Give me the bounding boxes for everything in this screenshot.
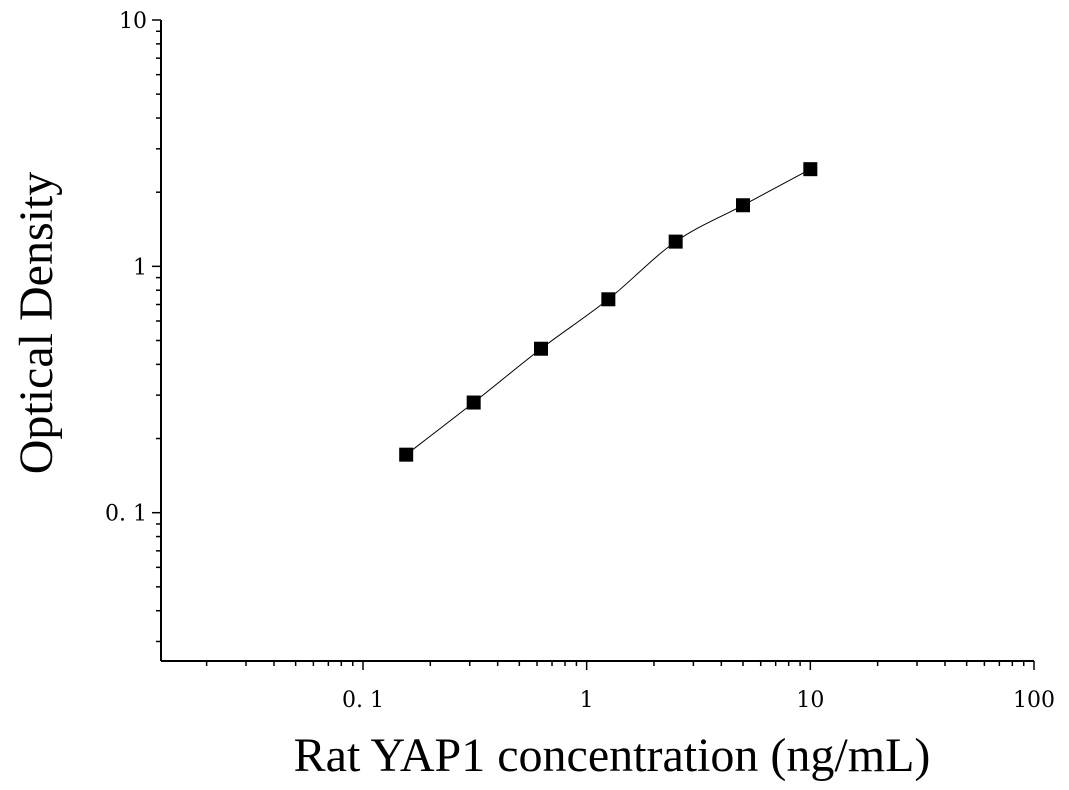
x-tick-label: 10 [796, 688, 824, 713]
data-point [466, 395, 481, 410]
data-point [736, 198, 750, 213]
data-point [534, 341, 549, 356]
data-markers [399, 162, 818, 462]
data-point [601, 292, 616, 307]
axes [160, 20, 1034, 662]
y-tick-label: 0. 1 [105, 502, 147, 527]
tick-labels: 0. 1 1 10 100 0. 1 1 10 [105, 9, 1055, 713]
data-point [803, 162, 818, 177]
ticks [152, 19, 1035, 670]
data-point [668, 234, 683, 249]
x-axis-title: Rat YAP1 concentration (ng/mL) [294, 729, 931, 782]
y-tick-label: 1 [133, 255, 147, 280]
x-tick-label: 1 [580, 688, 594, 713]
y-tick-label: 10 [119, 9, 147, 34]
x-tick-label: 0. 1 [342, 688, 384, 713]
data-point [399, 447, 414, 462]
x-tick-label: 100 [1013, 688, 1055, 713]
y-axis-title: Optical Density [10, 172, 63, 475]
